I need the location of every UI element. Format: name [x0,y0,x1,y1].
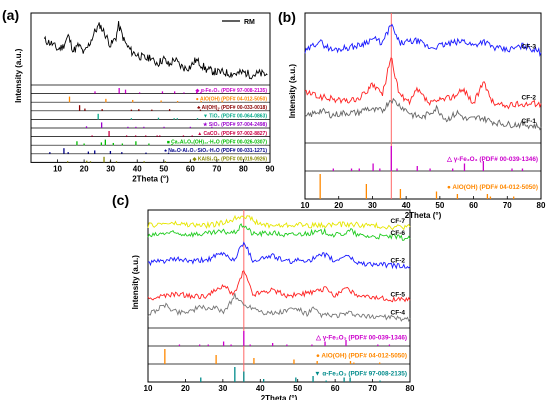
x-tick-label: 10 [53,164,62,173]
x-tick-label: 80 [239,164,248,173]
x-tick-label: 90 [266,164,275,173]
x-tick-label: 30 [368,201,377,210]
x-tick-label: 60 [469,201,478,210]
reference-label: ■ Ca₃Al₂O₆(OH)₁₂·H₂O (PDF# 00-026-0307) [167,139,268,145]
reference-row: ▼ α-Fe₂O₃ (PDF# 97-008-2135) [200,367,407,382]
reference-row: ● AlO(OH) (PDF# 04-012-5050) [319,174,538,199]
x-tick-label: 10 [144,384,153,393]
series-line [147,293,411,323]
chart-panel-1: ◆ α-Fe₂O₃ (PDF# 97-008-2135) ● AlO(OH) (P… [2,7,275,183]
reference-row: ◆ α-Fe₂O₃ (PDF# 97-008-2135) [94,88,268,94]
x-tick-label: 20 [181,384,190,393]
reference-label: △ γ-Fe₂O₃ (PDF# 00-039-1346) [315,335,407,342]
x-tick-label: 30 [106,164,115,173]
series-label: CF-3 [522,43,537,50]
series-line [147,270,411,303]
reference-row: △ γ-Fe₂O₃ (PDF# 00-039-1346) [332,146,538,171]
reference-row: ● AlO(OH) (PDF# 04-012-5050) [68,96,268,102]
series-label: CF-7 [391,218,406,225]
x-tick-label: 30 [218,384,227,393]
series-label: CF-6 [391,230,406,237]
panel-label: (c) [112,192,129,208]
series-label: CF-5 [391,291,406,298]
x-axis-label: 2Theta (°) [405,211,442,220]
panel-label: (b) [278,9,296,25]
x-tick-label: 20 [334,201,343,210]
x-tick-label: 10 [301,201,310,210]
x-tick-label: 40 [402,201,411,210]
x-tick-label: 60 [186,164,195,173]
x-tick-label: 70 [368,384,377,393]
x-axis-label: 2Theta (°) [261,394,298,400]
reference-label: ▼ α-Fe₂O₃ (PDF# 97-008-2135) [314,371,407,378]
reference-label: ▼ TiO₂ (PDF# 00-064-0863) [203,114,267,120]
reference-row: ▼ TiO₂ (PDF# 00-064-0863) [97,114,267,120]
chart-panel-3: △ γ-Fe₂O₃ (PDF# 00-039-1346) ● AlO(OH) (P… [112,192,415,400]
x-tick-label: 80 [406,384,415,393]
reference-label: ▲ CaCO₃ (PDF# 97-002-8827) [197,131,267,137]
chart-panel-2: △ γ-Fe₂O₃ (PDF# 00-039-1346) ● AlO(OH) (P… [278,9,546,220]
reference-row: ♣ Al(OH)₃ (PDF# 00-033-0018) [78,105,267,111]
x-tick-label: 70 [503,201,512,210]
series-label: CF-2 [522,95,537,102]
reference-label: ◆ KAlSi₃O₈ (PDF# 00-019-0926) [192,157,268,163]
reference-label: ● AlO(OH) (PDF# 04-012-5050) [316,353,407,360]
x-tick-label: 40 [133,164,142,173]
reference-label: ♣ Al(OH)₃ (PDF# 00-033-0018) [197,105,267,111]
x-axis-label: 2Theta (°) [132,174,169,183]
x-tick-label: 50 [293,384,302,393]
y-axis-label: Intensity (a.u.) [14,48,23,103]
y-axis-label: Intensity (a.u.) [131,255,140,310]
series-line [147,214,411,231]
x-tick-label: 70 [212,164,221,173]
reference-label: ★ SiO₂ (PDF# 97-004-2498) [203,122,267,128]
reference-label: △ γ-Fe₂O₃ (PDF# 00-039-1346) [446,156,538,163]
reference-row: ♠ Na₂O·Al₂O₃·SiO₂·H₂O (PDF# 00-031-1271) [49,148,267,154]
series-line [304,57,542,110]
reference-label: ♠ Na₂O·Al₂O₃·SiO₂·H₂O (PDF# 00-031-1271) [164,148,267,154]
reference-label: ● AlO(OH) (PDF# 04-012-5050) [196,96,268,102]
series-label: CF-4 [391,309,406,316]
series-line [304,97,542,131]
panel-label: (a) [2,7,19,23]
series-line [43,20,268,80]
reference-label: ◆ α-Fe₂O₃ (PDF# 97-008-2135) [195,88,268,94]
x-tick-label: 20 [80,164,89,173]
reference-row: ◆ KAlSi₃O₈ (PDF# 00-019-0926) [66,157,268,163]
series-line [147,223,411,241]
series-line [304,23,542,57]
plot-frame [147,209,411,383]
x-tick-label: 40 [256,384,265,393]
plot-frame [304,12,542,200]
series-label: CF-1 [522,118,537,125]
reference-row: ■ Ca₃Al₂O₆(OH)₁₂·H₂O (PDF# 00-026-0307) [76,139,268,145]
series-label: CF-2 [391,258,406,265]
reference-row: ● AlO(OH) (PDF# 04-012-5050) [164,349,407,364]
reference-row: ▲ CaCO₃ (PDF# 97-002-8827) [91,131,267,137]
plot-frame [30,12,271,163]
reference-row: ★ SiO₂ (PDF# 97-004-2498) [85,122,267,128]
x-tick-label: 80 [537,201,546,210]
series-line [147,241,411,270]
legend-label: RM [244,19,255,26]
x-tick-label: 50 [159,164,168,173]
reference-label: ● AlO(OH) (PDF# 04-012-5050) [447,184,538,191]
x-tick-label: 60 [331,384,340,393]
y-axis-label: Intensity (a.u.) [288,64,297,119]
x-tick-label: 50 [435,201,444,210]
reference-row: △ γ-Fe₂O₃ (PDF# 00-039-1346) [178,331,407,346]
